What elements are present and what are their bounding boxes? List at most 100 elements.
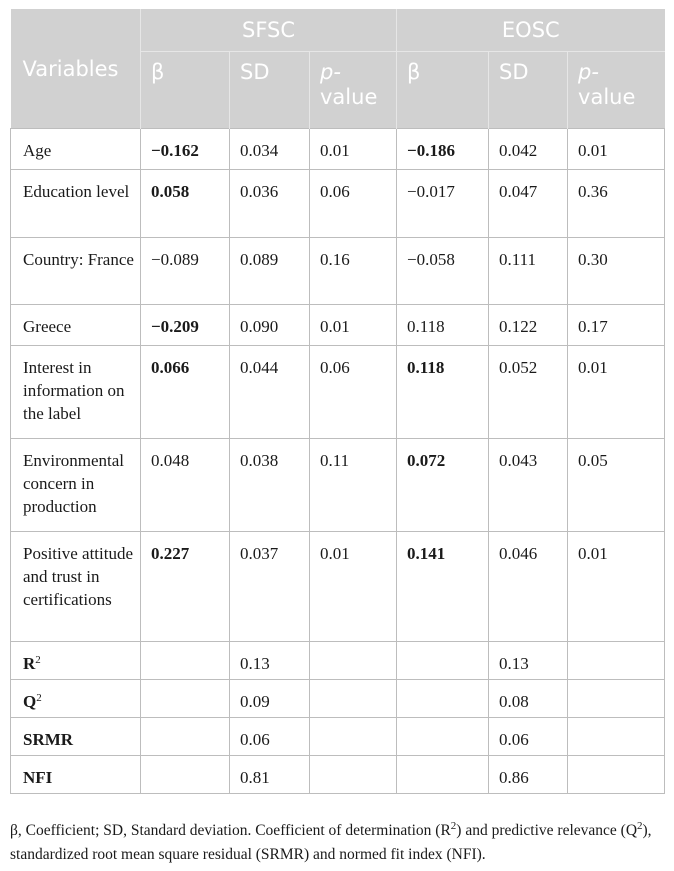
cell-value: 0.06 — [320, 358, 350, 377]
table-cell — [396, 679, 490, 718]
cell-value: 0.17 — [578, 317, 608, 336]
variable-label: Interest in information on the label — [10, 345, 141, 439]
variables-header: Variables — [10, 9, 141, 129]
table-cell: 0.066 — [140, 345, 230, 439]
cell-value: 0.36 — [578, 182, 608, 201]
table-cell: −0.058 — [396, 237, 490, 305]
cell-value: 0.048 — [151, 451, 190, 470]
table-cell: 0.30 — [567, 237, 666, 305]
table-cell: 0.043 — [488, 438, 569, 532]
variable-label: Positive attitude and trust in certifica… — [10, 531, 141, 642]
cell-value: 0.11 — [320, 451, 350, 470]
results-table: Variables SFSC EOSC β SD p-value β SD p-… — [10, 9, 666, 794]
cell-value: 0.072 — [407, 451, 446, 470]
table-row: Positive attitude and trust in certifica… — [10, 531, 666, 642]
cell-value: 0.042 — [499, 141, 538, 160]
variable-label: Country: France — [10, 237, 141, 305]
cell-value: 0.141 — [407, 544, 446, 563]
eosc-header: EOSC — [396, 9, 665, 52]
cell-value: 0.090 — [240, 317, 279, 336]
cell-value: −0.162 — [151, 141, 199, 160]
table-cell: −0.186 — [396, 128, 490, 170]
cell-value: 0.01 — [320, 317, 350, 336]
sfsc-header: SFSC — [140, 9, 398, 52]
table-cell: 0.17 — [567, 304, 666, 346]
table-cell: 0.16 — [308, 237, 398, 305]
table-row: Age −0.162 0.034 0.01 −0.186 0.042 0.01 — [10, 128, 666, 170]
cell-value: 0.089 — [240, 250, 279, 269]
table-cell: 0.01 — [567, 531, 666, 642]
table-cell — [567, 755, 666, 794]
table-cell: 0.227 — [140, 531, 230, 642]
table-cell: 0.13 — [488, 641, 569, 680]
table-row: Environmental concern in production 0.048… — [10, 438, 666, 532]
table-cell: 0.044 — [229, 345, 310, 439]
cell-value: 0.043 — [499, 451, 538, 470]
table-cell: −0.209 — [140, 304, 230, 346]
cell-value: 0.05 — [578, 451, 608, 470]
table-cell: 0.111 — [488, 237, 569, 305]
table-cell: 0.81 — [229, 755, 310, 794]
table-cell — [567, 679, 666, 718]
table-cell: 0.118 — [396, 345, 490, 439]
eosc-sd-header: SD — [488, 51, 569, 129]
fit-label: SRMR — [10, 717, 141, 756]
variable-label: Education level — [10, 169, 141, 238]
cell-value: 0.118 — [407, 317, 445, 336]
table-row: Greece −0.209 0.090 0.01 0.118 0.122 0.17 — [10, 304, 666, 346]
table-cell: 0.072 — [396, 438, 490, 532]
cell-value: 0.036 — [240, 182, 279, 201]
table-cell: 0.13 — [229, 641, 310, 680]
cell-value: 0.01 — [578, 544, 608, 563]
fit-label: NFI — [10, 755, 141, 794]
table-cell: −0.162 — [140, 128, 230, 170]
cell-value: 0.06 — [320, 182, 350, 201]
table-cell — [140, 641, 230, 680]
cell-value: 0.066 — [151, 358, 190, 377]
cell-value: −0.186 — [407, 141, 455, 160]
table-cell — [140, 755, 230, 794]
variable-label: Age — [10, 128, 141, 170]
fit-label: R2 — [10, 641, 141, 680]
table-row: Interest in information on the label 0.06… — [10, 345, 666, 439]
cell-value: 0.111 — [499, 250, 537, 269]
eosc-pvalue-header: p-value — [567, 51, 665, 129]
table-cell — [396, 717, 490, 756]
table-cell — [308, 755, 398, 794]
cell-value: 0.038 — [240, 451, 279, 470]
table-cell: 0.86 — [488, 755, 569, 794]
fit-label: Q2 — [10, 679, 141, 718]
variable-label: Environmental concern in production — [10, 438, 141, 532]
variable-label: Greece — [10, 304, 141, 346]
eosc-beta-header: β — [396, 51, 490, 129]
fit-row: R2 0.13 0.13 — [10, 641, 666, 680]
table-cell — [308, 641, 398, 680]
table-cell: 0.01 — [567, 345, 666, 439]
table-cell: 0.038 — [229, 438, 310, 532]
cell-value: 0.227 — [151, 544, 190, 563]
cell-value: 0.058 — [151, 182, 190, 201]
table-row: Country: France −0.089 0.089 0.16 −0.058 0.11… — [10, 237, 666, 305]
cell-value: 0.01 — [578, 141, 608, 160]
table-footnote: β, Coefficient; SD, Standard deviation. … — [10, 820, 652, 864]
table-cell: 0.090 — [229, 304, 310, 346]
table-cell: −0.017 — [396, 169, 490, 238]
table-cell: 0.06 — [488, 717, 569, 756]
cell-value: 0.034 — [240, 141, 279, 160]
table-cell: 0.048 — [140, 438, 230, 532]
table-cell: 0.036 — [229, 169, 310, 238]
table-cell: 0.06 — [308, 345, 398, 439]
fit-row: Q2 0.09 0.08 — [10, 679, 666, 718]
table-cell: 0.089 — [229, 237, 310, 305]
cell-value: −0.089 — [151, 250, 199, 269]
table-cell: 0.06 — [308, 169, 398, 238]
cell-value: 0.047 — [499, 182, 538, 201]
cell-value: −0.058 — [407, 250, 455, 269]
table-cell — [140, 717, 230, 756]
cell-value: 0.01 — [320, 141, 350, 160]
table-cell: 0.052 — [488, 345, 569, 439]
table-cell: 0.047 — [488, 169, 569, 238]
table-cell — [567, 717, 666, 756]
table-cell: 0.037 — [229, 531, 310, 642]
table-cell — [396, 755, 490, 794]
